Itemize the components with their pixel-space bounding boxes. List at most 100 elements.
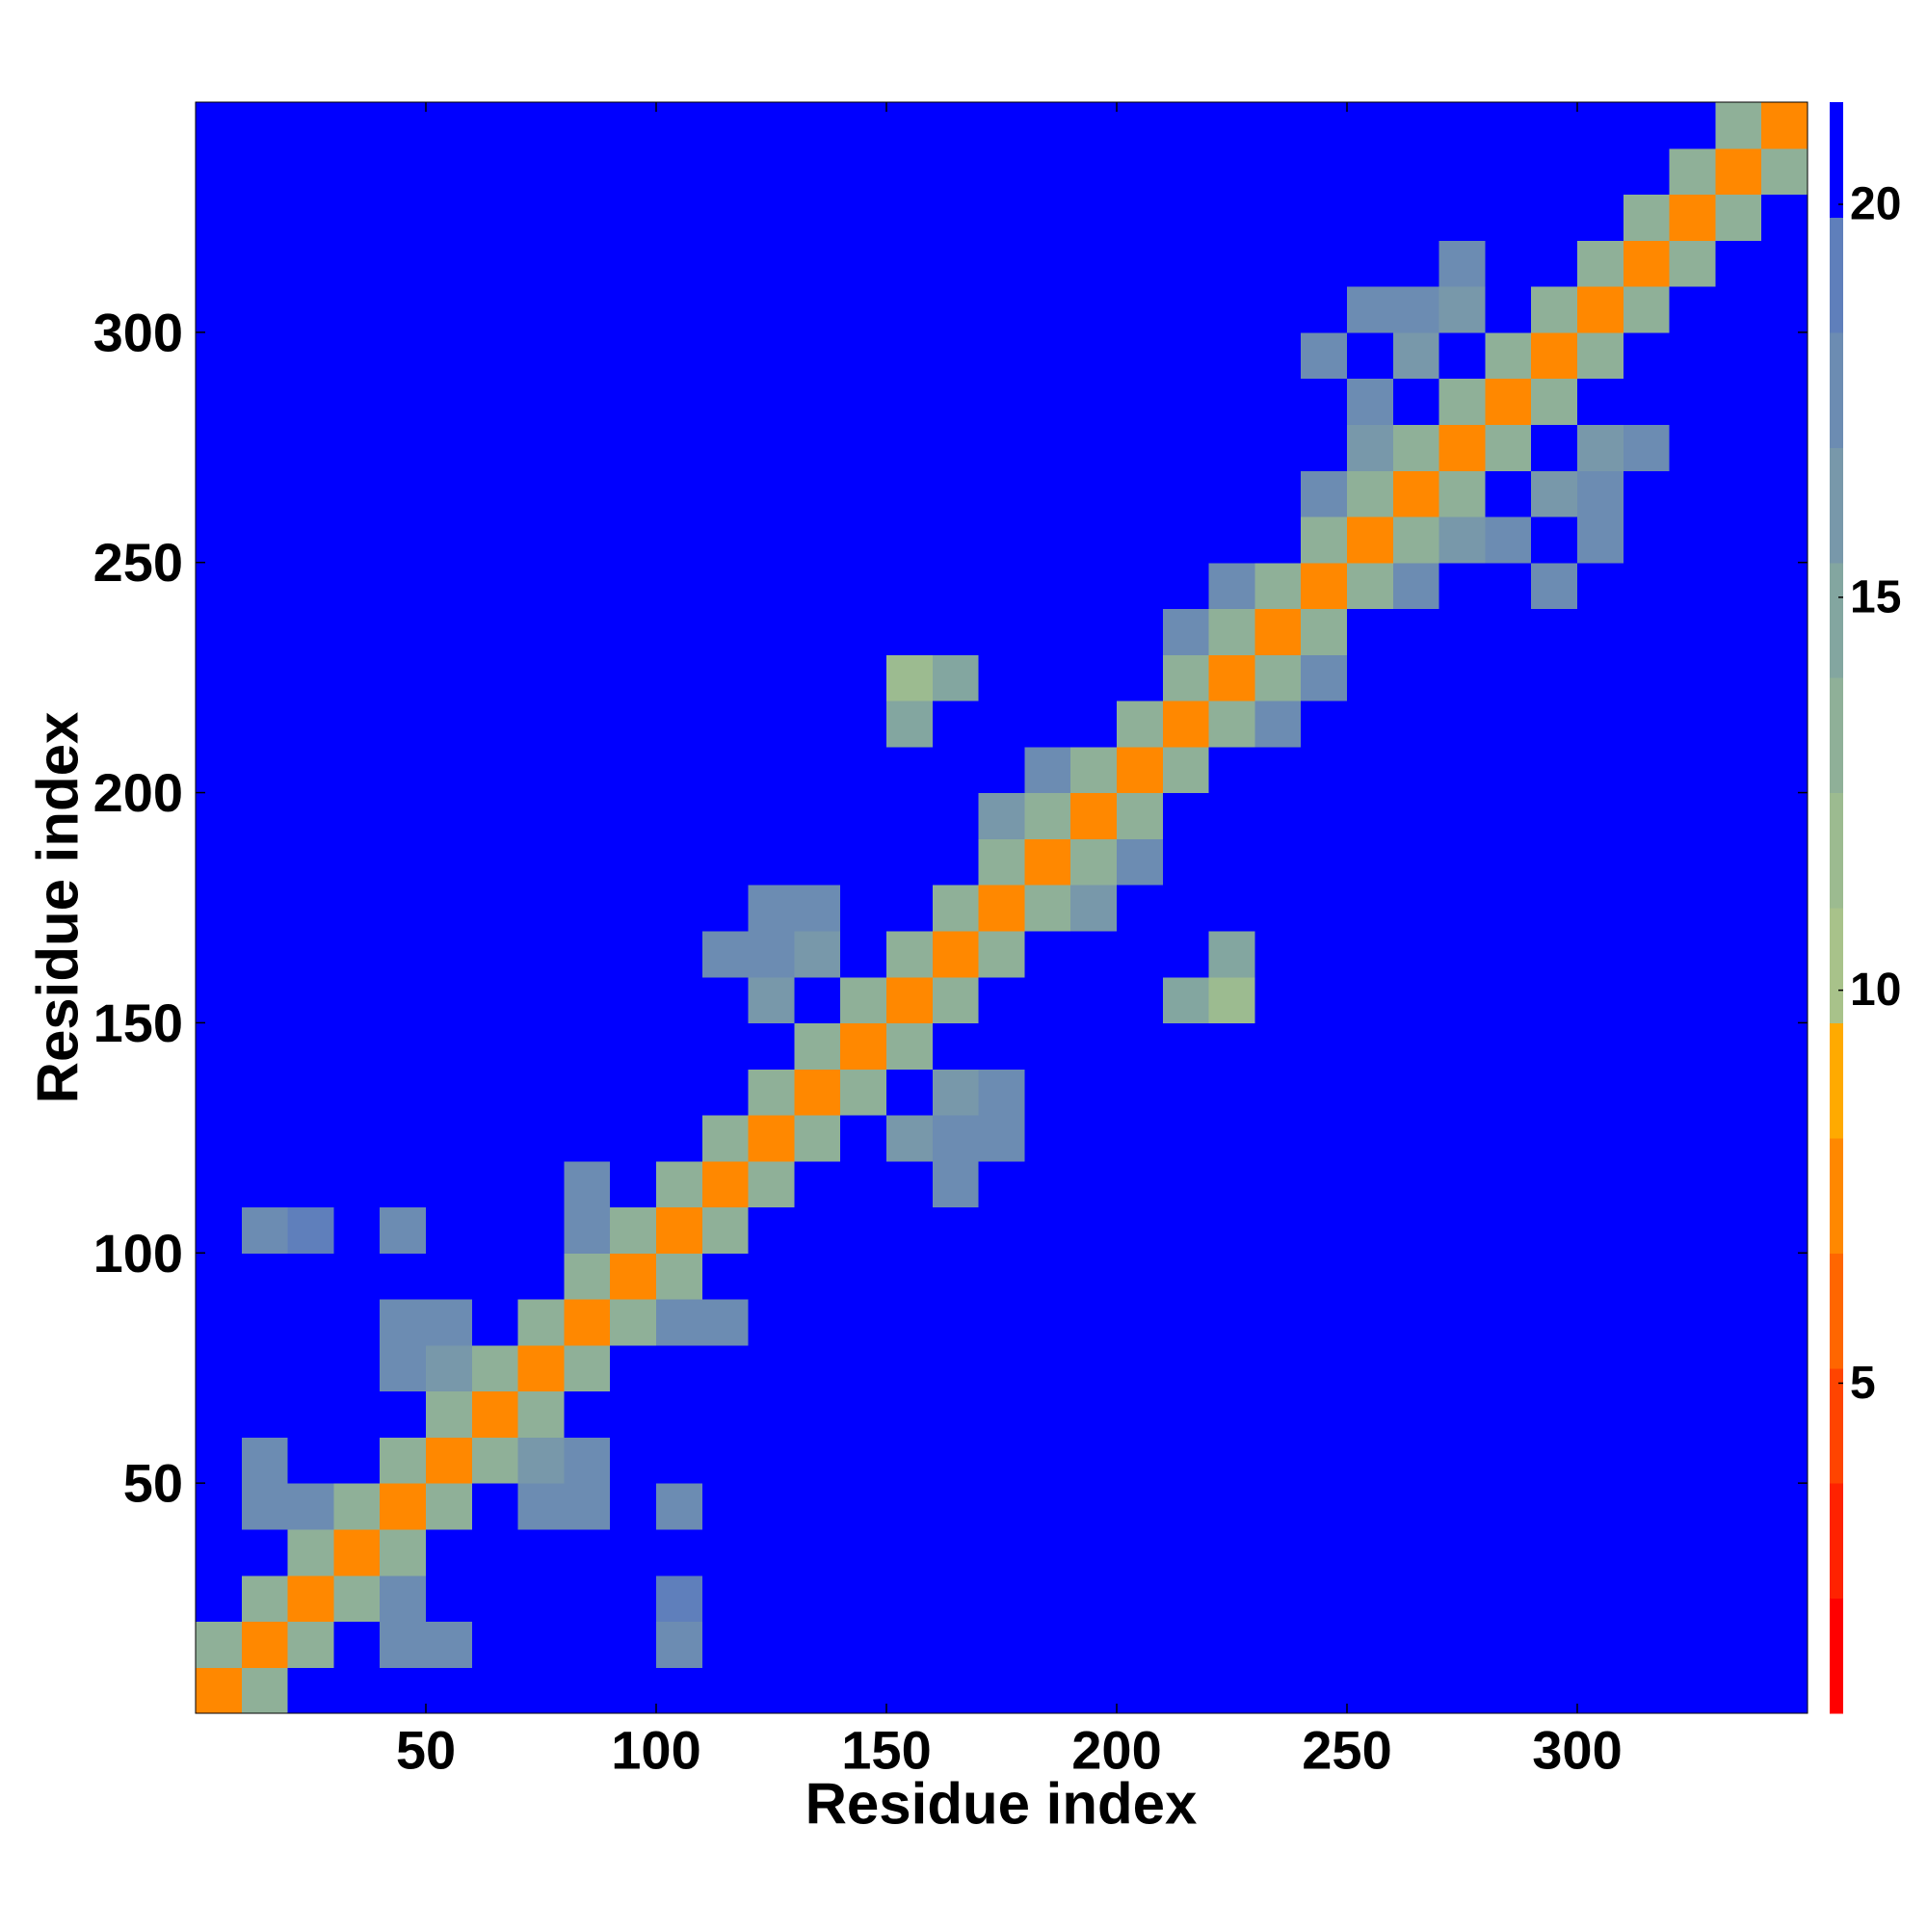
heatmap-cell [380,1299,427,1346]
heatmap-cell [241,516,289,564]
heatmap-cell [1254,930,1302,978]
heatmap-cell [1301,1390,1348,1438]
heatmap-cell [840,240,887,287]
heatmap-cell [1623,240,1671,287]
heatmap-cell [1024,1575,1071,1623]
heatmap-cell [426,608,473,655]
heatmap-cell [196,701,243,748]
heatmap-cell [610,147,657,196]
heatmap-cell [1117,746,1164,794]
heatmap-cell [748,194,795,241]
heatmap-cell [1162,792,1210,839]
heatmap-cell [1392,976,1440,1024]
heatmap-cell [1531,746,1578,794]
heatmap-cell [1761,102,1808,149]
heatmap-cell [196,1667,243,1713]
heatmap-cell [978,1390,1025,1438]
heatmap-cell [517,1437,565,1484]
heatmap-cell [1715,976,1762,1024]
heatmap-cell [748,470,795,517]
heatmap-cell [1715,1022,1762,1070]
heatmap-cell [1301,1160,1348,1208]
heatmap-cell [840,1575,887,1623]
heatmap-cell [1347,1390,1394,1438]
heatmap-cell [1761,746,1808,794]
heatmap-cell [1347,930,1394,978]
heatmap-cell [656,701,703,748]
heatmap-cell [794,1114,841,1162]
heatmap-cell [701,1253,750,1300]
heatmap-cell [1623,792,1671,839]
heatmap-cell [656,194,703,241]
heatmap-cell [380,470,427,517]
heatmap-cell [1531,792,1578,839]
heatmap-cell [471,1483,519,1530]
heatmap-cell [380,976,427,1024]
heatmap-cell [1392,102,1440,149]
heatmap-cell [1761,424,1808,471]
heatmap-cell [1254,1621,1302,1668]
heatmap-cell [748,1022,795,1070]
heatmap-cell [978,1483,1025,1530]
heatmap-cell [1392,1344,1440,1392]
heatmap-cell [380,930,427,978]
heatmap-cell [748,240,795,287]
heatmap-cell [564,1483,611,1530]
heatmap-cell [1301,378,1348,425]
heatmap-cell [287,1344,334,1392]
heatmap-cell [932,1575,980,1623]
heatmap-cell [886,976,934,1024]
heatmap-cell [701,1344,750,1392]
heatmap-cell [794,331,841,380]
heatmap-cell [471,1022,519,1070]
heatmap-cell [1254,1114,1302,1162]
heatmap-cell [1254,1299,1302,1346]
heatmap-cell [1024,1069,1071,1116]
heatmap-cell [1392,1575,1440,1623]
colorbar-segment [1830,102,1843,219]
heatmap-cell [932,1114,980,1162]
heatmap-cell [380,194,427,241]
heatmap-cell [1623,562,1671,610]
heatmap-cell [380,1621,427,1668]
heatmap-cell [426,470,473,517]
heatmap-cell [1162,424,1210,471]
heatmap-cell [380,654,427,701]
heatmap-cell [241,286,289,333]
heatmap-cell [978,562,1025,610]
heatmap-cell [1254,286,1302,333]
heatmap-cell [196,516,243,564]
heatmap-cell [1117,1206,1164,1254]
heatmap-cell [1070,516,1118,564]
heatmap-cell [840,701,887,748]
heatmap-cell [1301,1253,1348,1300]
heatmap-cell [426,930,473,978]
heatmap-cell [1623,1069,1671,1116]
heatmap-cell [748,102,795,149]
heatmap-cell [1070,424,1118,471]
heatmap-cell [1577,608,1624,655]
heatmap-cell [1577,1344,1624,1392]
heatmap-cell [840,608,887,655]
heatmap-cell [1208,1114,1255,1162]
heatmap-cell [886,1069,934,1116]
heatmap-cell [426,654,473,701]
heatmap-cell [1024,1022,1071,1070]
heatmap-cell [840,1667,887,1713]
heatmap-cell [1392,516,1440,564]
heatmap-cell [1715,701,1762,748]
heatmap-cell [748,331,795,380]
heatmap-cell [610,1575,657,1623]
heatmap-cell [610,1390,657,1438]
heatmap-cell [1117,1390,1164,1438]
heatmap-cell [1761,1621,1808,1668]
heatmap-cell [1531,701,1578,748]
heatmap-cell [748,701,795,748]
heatmap-cell [886,378,934,425]
heatmap-cell [978,147,1025,196]
heatmap-cell [1485,930,1532,978]
heatmap-cell [1439,885,1486,932]
heatmap-cell [701,1390,750,1438]
heatmap-cell [1024,562,1071,610]
heatmap-cell [1669,930,1716,978]
